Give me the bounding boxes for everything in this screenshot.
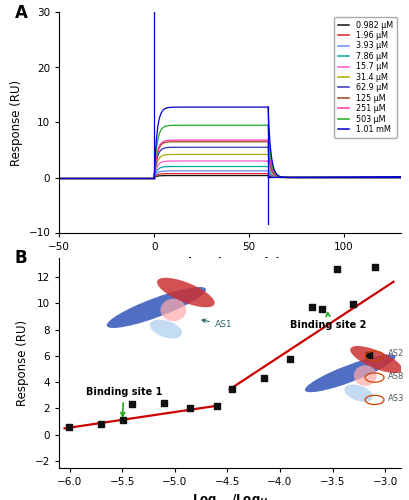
Ellipse shape xyxy=(344,384,373,402)
Point xyxy=(161,399,167,407)
Point xyxy=(366,352,372,360)
Point xyxy=(372,262,378,270)
Y-axis label: Response (RU): Response (RU) xyxy=(10,80,23,166)
Ellipse shape xyxy=(354,366,377,386)
Y-axis label: Response (RU): Response (RU) xyxy=(16,320,29,406)
Point xyxy=(97,420,104,428)
Point xyxy=(334,264,340,272)
Point xyxy=(229,385,235,393)
Text: A: A xyxy=(15,4,28,22)
Point xyxy=(350,300,357,308)
Legend: 0.982 μM, 1.96 μM, 3.93 μM, 7.86 μM, 15.7 μM, 31.4 μM, 62.9 μM, 125 μM, 251 μM, : 0.982 μM, 1.96 μM, 3.93 μM, 7.86 μM, 15.… xyxy=(334,16,397,138)
Point xyxy=(129,400,136,408)
Point xyxy=(213,402,220,410)
Text: AS1: AS1 xyxy=(202,319,232,329)
Ellipse shape xyxy=(350,346,402,373)
Point xyxy=(261,374,267,382)
Ellipse shape xyxy=(157,278,215,308)
Point xyxy=(66,424,72,432)
Text: AS2: AS2 xyxy=(388,350,405,358)
Ellipse shape xyxy=(107,287,206,328)
Point xyxy=(319,306,325,314)
X-axis label: Log$_{con}$/Log$_{M}$: Log$_{con}$/Log$_{M}$ xyxy=(192,492,268,500)
Point xyxy=(187,404,193,412)
Text: Binding site 2: Binding site 2 xyxy=(290,312,367,330)
Point xyxy=(287,354,293,362)
Ellipse shape xyxy=(305,354,396,392)
Ellipse shape xyxy=(150,320,182,338)
Text: AS8: AS8 xyxy=(388,372,405,381)
Point xyxy=(308,304,315,312)
Text: Binding site 1: Binding site 1 xyxy=(85,388,162,416)
Text: B: B xyxy=(15,249,27,267)
Text: AS3: AS3 xyxy=(388,394,405,403)
Ellipse shape xyxy=(160,299,186,321)
Point xyxy=(119,416,126,424)
X-axis label: Time (seconds): Time (seconds) xyxy=(180,257,281,270)
